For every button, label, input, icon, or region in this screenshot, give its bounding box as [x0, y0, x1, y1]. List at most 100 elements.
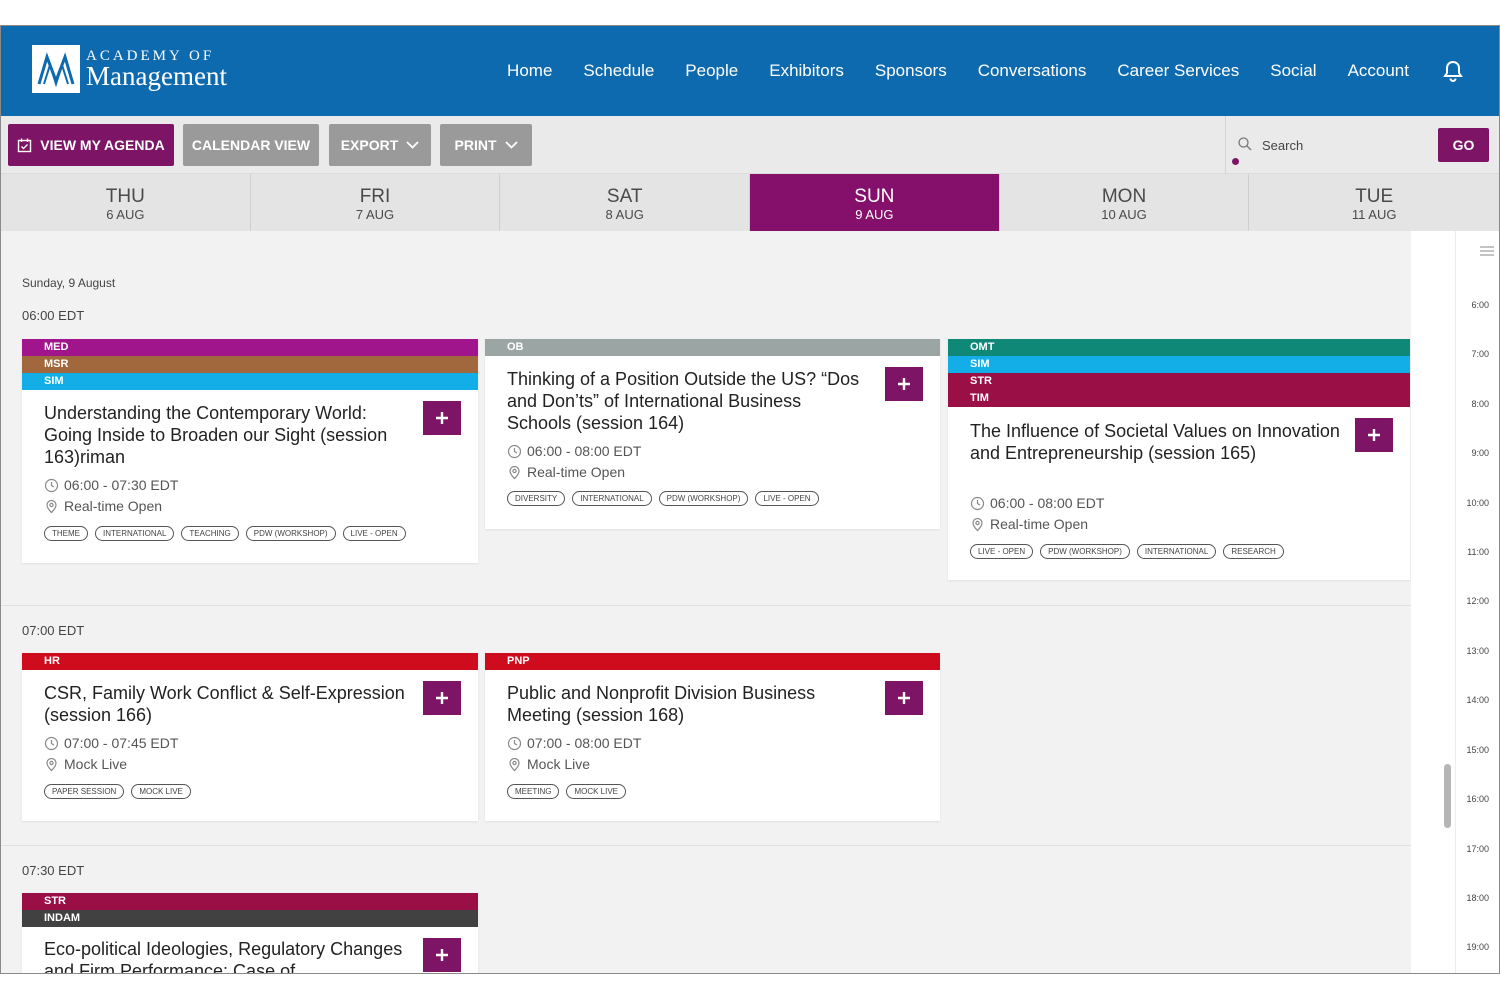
tag[interactable]: LIVE - OPEN: [755, 491, 819, 506]
tag[interactable]: DIVERSITY: [507, 491, 566, 506]
print-button[interactable]: PRINT: [440, 124, 532, 166]
timeline-scrollbar-thumb[interactable]: [1444, 764, 1451, 828]
tab-fri[interactable]: FRI 7 AUG: [251, 174, 501, 231]
nav-career-services[interactable]: Career Services: [1117, 61, 1240, 80]
nav-account[interactable]: Account: [1347, 61, 1409, 80]
day-name: SUN: [854, 186, 895, 207]
plus-icon: [436, 949, 448, 961]
plus-icon: [436, 692, 448, 704]
bell-icon[interactable]: [1443, 60, 1463, 82]
tab-sun[interactable]: SUN 9 AUG: [750, 174, 1000, 231]
view-my-agenda-button[interactable]: VIEW MY AGENDA: [8, 124, 174, 166]
timeline-hour[interactable]: 9:00: [1471, 448, 1489, 458]
add-to-agenda-button[interactable]: [885, 367, 923, 401]
add-to-agenda-button[interactable]: [423, 681, 461, 715]
tab-mon[interactable]: MON 10 AUG: [1000, 174, 1250, 231]
tag[interactable]: INTERNATIONAL: [572, 491, 652, 506]
tag[interactable]: MOCK LIVE: [131, 784, 191, 799]
tag[interactable]: LIVE - OPEN: [342, 526, 406, 541]
export-button[interactable]: EXPORT: [329, 124, 431, 166]
tag[interactable]: INTERNATIONAL: [95, 526, 175, 541]
session-time: 06:00 - 08:00 EDT: [507, 443, 641, 459]
tag[interactable]: PDW (WORKSHOP): [1040, 544, 1130, 559]
timeline-hour[interactable]: 11:00: [1467, 547, 1489, 557]
session-location: Real-time Open: [44, 498, 162, 514]
add-to-agenda-button[interactable]: [423, 938, 461, 972]
tag-list: DIVERSITY INTERNATIONAL PDW (WORKSHOP) L…: [507, 491, 826, 506]
go-button[interactable]: GO: [1438, 128, 1489, 162]
timeline-hour[interactable]: 19:00: [1466, 942, 1489, 952]
add-to-agenda-button[interactable]: [1355, 418, 1393, 452]
tag[interactable]: MEETING: [507, 784, 560, 799]
day-date: 11 AUG: [1351, 207, 1397, 222]
session-card[interactable]: OB Thinking of a Position Outside the US…: [485, 339, 940, 529]
session-title[interactable]: Public and Nonprofit Division Business M…: [507, 683, 816, 725]
nav-exhibitors[interactable]: Exhibitors: [769, 61, 844, 80]
calendar-check-icon: [18, 138, 32, 152]
session-card[interactable]: STR INDAM Eco-political Ideologies, Regu…: [22, 893, 478, 974]
session-time-text: 07:00 - 08:00 EDT: [527, 735, 642, 751]
schedule-content: Sunday, 9 August 06:00 EDT MED MSR SIM U…: [1, 231, 1411, 974]
timeline-hour[interactable]: 12:00: [1466, 596, 1489, 606]
calendar-view-button[interactable]: CALENDAR VIEW: [183, 124, 319, 166]
plus-icon: [898, 378, 910, 390]
add-to-agenda-button[interactable]: [885, 681, 923, 715]
tag[interactable]: MOCK LIVE: [566, 784, 627, 799]
session-card[interactable]: MED MSR SIM Understanding the Contempora…: [22, 339, 478, 563]
nav-people[interactable]: People: [685, 61, 739, 80]
nav-home[interactable]: Home: [507, 61, 553, 80]
session-card[interactable]: PNP Public and Nonprofit Division Busine…: [485, 653, 940, 821]
timeline-hour[interactable]: 17:00: [1466, 844, 1489, 854]
add-to-agenda-button[interactable]: [423, 401, 461, 435]
tag[interactable]: PDW (WORKSHOP): [245, 526, 336, 541]
tag[interactable]: THEME: [44, 526, 88, 541]
timeline-hour[interactable]: 13:00: [1466, 646, 1489, 656]
nav-sponsors[interactable]: Sponsors: [874, 61, 947, 80]
session-title[interactable]: The Influence of Societal Values on Inno…: [970, 421, 1340, 463]
session-card[interactable]: HR CSR, Family Work Conflict & Self-Expr…: [22, 653, 478, 821]
search-input[interactable]: [1262, 136, 1422, 154]
timeline-hour[interactable]: 7:00: [1471, 349, 1489, 359]
main-nav: Home Schedule People Exhibitors Sponsors…: [476, 26, 1463, 116]
list-icon[interactable]: [1480, 246, 1494, 256]
logo-line-1: ACADEMY OF: [86, 47, 215, 64]
timeline-hour[interactable]: 16:00: [1466, 794, 1489, 804]
aom-logo[interactable]: ACADEMY OF Management: [32, 45, 227, 93]
timeline-hour[interactable]: 14:00: [1466, 695, 1489, 705]
tab-tue[interactable]: TUE 11 AUG: [1249, 174, 1499, 231]
tag[interactable]: RESEARCH: [1223, 544, 1284, 559]
session-location-text: Mock Live: [64, 756, 128, 772]
timeline-hour[interactable]: 10:00: [1466, 498, 1489, 508]
tab-thu[interactable]: THU 6 AUG: [1, 174, 251, 231]
tag[interactable]: INTERNATIONAL: [1136, 544, 1217, 559]
session-title[interactable]: CSR, Family Work Conflict & Self-Express…: [44, 683, 405, 725]
chevron-down-icon: [406, 141, 419, 149]
session-title[interactable]: Thinking of a Position Outside the US? “…: [507, 369, 860, 433]
nav-schedule[interactable]: Schedule: [583, 61, 655, 80]
toolbar: VIEW MY AGENDA CALENDAR VIEW EXPORT PRIN…: [1, 116, 1499, 174]
nav-social[interactable]: Social: [1270, 61, 1317, 80]
division-band: MSR: [22, 356, 478, 373]
nav-conversations[interactable]: Conversations: [977, 61, 1087, 80]
session-location-text: Real-time Open: [527, 464, 626, 480]
timeline-hour[interactable]: 15:00: [1466, 745, 1489, 755]
export-label: EXPORT: [340, 137, 399, 153]
division-band: HR: [22, 653, 478, 670]
division-band: STR: [22, 893, 478, 910]
search-box: [1225, 116, 1435, 174]
tab-sat[interactable]: SAT 8 AUG: [500, 174, 751, 231]
clock-icon: [44, 736, 59, 750]
session-card[interactable]: OMT SIM STR TIM The Influence of Societa…: [948, 339, 1410, 580]
session-title[interactable]: Eco-political Ideologies, Regulatory Cha…: [44, 939, 403, 974]
time-slot-label: 07:30 EDT: [22, 863, 85, 878]
tag[interactable]: PDW (WORKSHOP): [658, 491, 749, 506]
timeline-hour[interactable]: 8:00: [1471, 399, 1489, 409]
day-date: 7 AUG: [355, 207, 395, 222]
session-title[interactable]: Understanding the Contemporary World: Go…: [44, 403, 388, 467]
timeline-hour[interactable]: 6:00: [1471, 300, 1489, 310]
tag[interactable]: LIVE - OPEN: [970, 544, 1034, 559]
day-name: THU: [105, 186, 145, 207]
timeline-hour[interactable]: 18:00: [1466, 893, 1489, 903]
tag[interactable]: PAPER SESSION: [44, 784, 125, 799]
tag[interactable]: TEACHING: [181, 526, 239, 541]
